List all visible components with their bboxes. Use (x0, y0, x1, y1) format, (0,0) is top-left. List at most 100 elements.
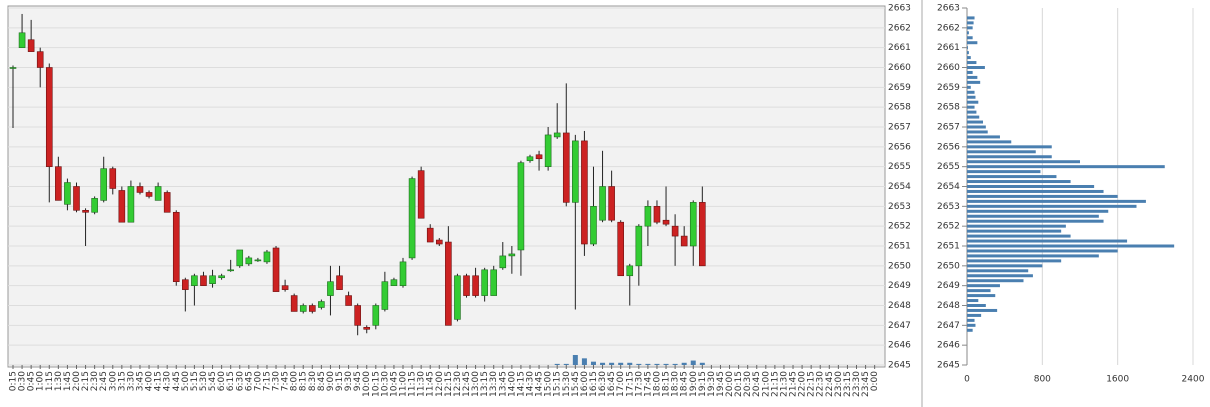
candle-body (82, 210, 89, 213)
candle-body (408, 178, 416, 259)
candle-body (472, 275, 479, 296)
bar (967, 194, 1118, 198)
x-tick-label: 17:45 (643, 371, 653, 397)
x-tick-label: 14:30 (525, 371, 535, 397)
bar (967, 125, 986, 129)
volume-bar (699, 362, 705, 365)
bar (967, 175, 1057, 179)
x-tick-label: 23:00 (834, 371, 844, 397)
bar (967, 165, 1165, 169)
candle-body (318, 301, 325, 308)
y-tick-label: 2663 (937, 4, 960, 14)
candle-body (381, 281, 389, 310)
bar (967, 219, 1104, 223)
x-tick-label: 4:30 (163, 371, 173, 391)
bar (967, 249, 1118, 253)
x-tick-label: 13:00 (471, 371, 481, 397)
x-tick-label: 12:00 (435, 371, 445, 397)
y-tick-label: 2648 (888, 301, 911, 311)
candle-body (55, 166, 62, 201)
candle-body (109, 168, 117, 189)
x-tick-label: 20:00 (725, 371, 735, 397)
y-tick-label: 2646 (888, 341, 911, 351)
x-tick-label: 14:15 (516, 371, 526, 397)
candle-body (535, 154, 543, 160)
bar (967, 185, 1095, 188)
bar (967, 323, 976, 327)
bar (967, 284, 1000, 288)
candle-body (18, 32, 26, 48)
x-tick-label: 11:30 (417, 371, 427, 397)
candle-body (526, 156, 534, 162)
bar (967, 209, 1109, 213)
candle-body (154, 186, 162, 201)
bar (967, 80, 981, 84)
volume-bar (627, 362, 633, 365)
candle-body (426, 227, 434, 243)
x-tick-label: 8:15 (299, 371, 309, 391)
bar (967, 66, 985, 69)
candle-body (572, 140, 579, 203)
bar (967, 299, 979, 303)
x-tick-label: 2:30 (90, 371, 100, 391)
candle-body (236, 249, 244, 267)
candle-body (553, 132, 561, 138)
volume-bar (572, 355, 578, 365)
bar (967, 224, 1066, 228)
candle-body (327, 281, 334, 296)
volume-bar (663, 363, 669, 365)
bar (967, 160, 1080, 164)
bar (967, 204, 1137, 208)
bar (967, 264, 1043, 268)
y-tick-label: 2662 (937, 23, 960, 33)
y-tick-label: 2645 (888, 361, 911, 371)
candle-body (445, 241, 452, 326)
x-tick-label: 22:45 (825, 371, 835, 397)
x-tick-label: 19:45 (716, 371, 726, 397)
candle-body (245, 257, 253, 265)
x-tick-label: 1:30 (54, 371, 64, 391)
x-tick-label: 10:00 (362, 371, 372, 397)
candle-body (209, 275, 216, 284)
x-tick-label: 16:45 (607, 371, 617, 397)
x-tick-label: 19:15 (698, 371, 708, 397)
volume-bar (690, 360, 696, 365)
bar (967, 46, 968, 50)
candle-body (653, 206, 661, 223)
bar (967, 318, 975, 322)
x-tick-label: 3:45 (135, 371, 145, 391)
bar (967, 269, 1029, 273)
candle-body (454, 275, 461, 320)
bar (967, 75, 978, 79)
candle-body (644, 206, 652, 227)
y-tick-label: 2654 (937, 182, 960, 192)
x-tick-label: 11:15 (408, 371, 418, 397)
x-tick-label: 9:30 (344, 371, 354, 391)
x-tick-label: 21:45 (789, 371, 799, 397)
bar (967, 254, 1099, 258)
y-tick-label: 2652 (888, 222, 911, 232)
candle-body (9, 67, 17, 69)
candle-body (227, 269, 234, 272)
candle-body (617, 221, 624, 277)
y-tick-label: 2648 (937, 301, 960, 311)
candle-body (73, 186, 80, 211)
x-tick-label: 7:30 (272, 371, 282, 391)
x-tick-label: 21:15 (770, 371, 780, 397)
y-tick-label: 2660 (937, 63, 960, 73)
x-tick-label: 22:30 (816, 371, 826, 397)
y-tick-label: 2654 (888, 182, 911, 192)
x-tick-label: 1:45 (63, 371, 73, 391)
bar (967, 313, 982, 317)
candle-body (390, 279, 398, 286)
bar (967, 244, 1175, 248)
x-tick-label: 14:45 (535, 371, 545, 397)
x-tick-label: 15:45 (571, 371, 581, 397)
candle-body (336, 275, 343, 290)
candle-body (118, 190, 126, 223)
y-tick-label: 2645 (937, 361, 960, 371)
x-tick-label: 4:00 (145, 371, 155, 391)
x-tick-label: 2:00 (72, 371, 82, 391)
x-tick-label: 12:45 (462, 371, 472, 397)
x-tick-label: 5:30 (199, 371, 209, 391)
